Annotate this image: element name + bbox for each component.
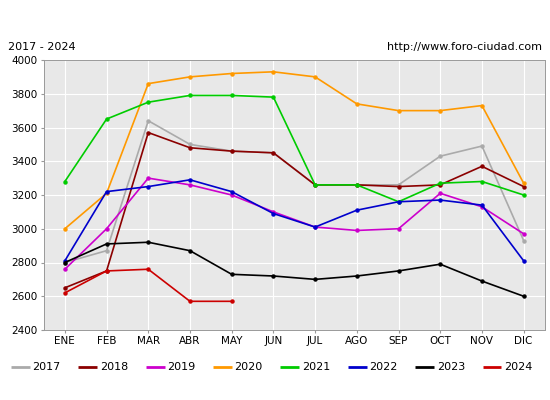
- Text: 2024: 2024: [504, 362, 532, 372]
- Text: http://www.foro-ciudad.com: http://www.foro-ciudad.com: [387, 42, 542, 52]
- Text: Evolucion del paro registrado en Úbeda: Evolucion del paro registrado en Úbeda: [123, 9, 427, 27]
- Text: 2017: 2017: [32, 362, 60, 372]
- Text: 2020: 2020: [235, 362, 263, 372]
- Text: 2021: 2021: [302, 362, 330, 372]
- Text: 2017 - 2024: 2017 - 2024: [8, 42, 76, 52]
- Text: 2022: 2022: [370, 362, 398, 372]
- Text: 2019: 2019: [167, 362, 195, 372]
- Text: 2023: 2023: [437, 362, 465, 372]
- Text: 2018: 2018: [100, 362, 128, 372]
